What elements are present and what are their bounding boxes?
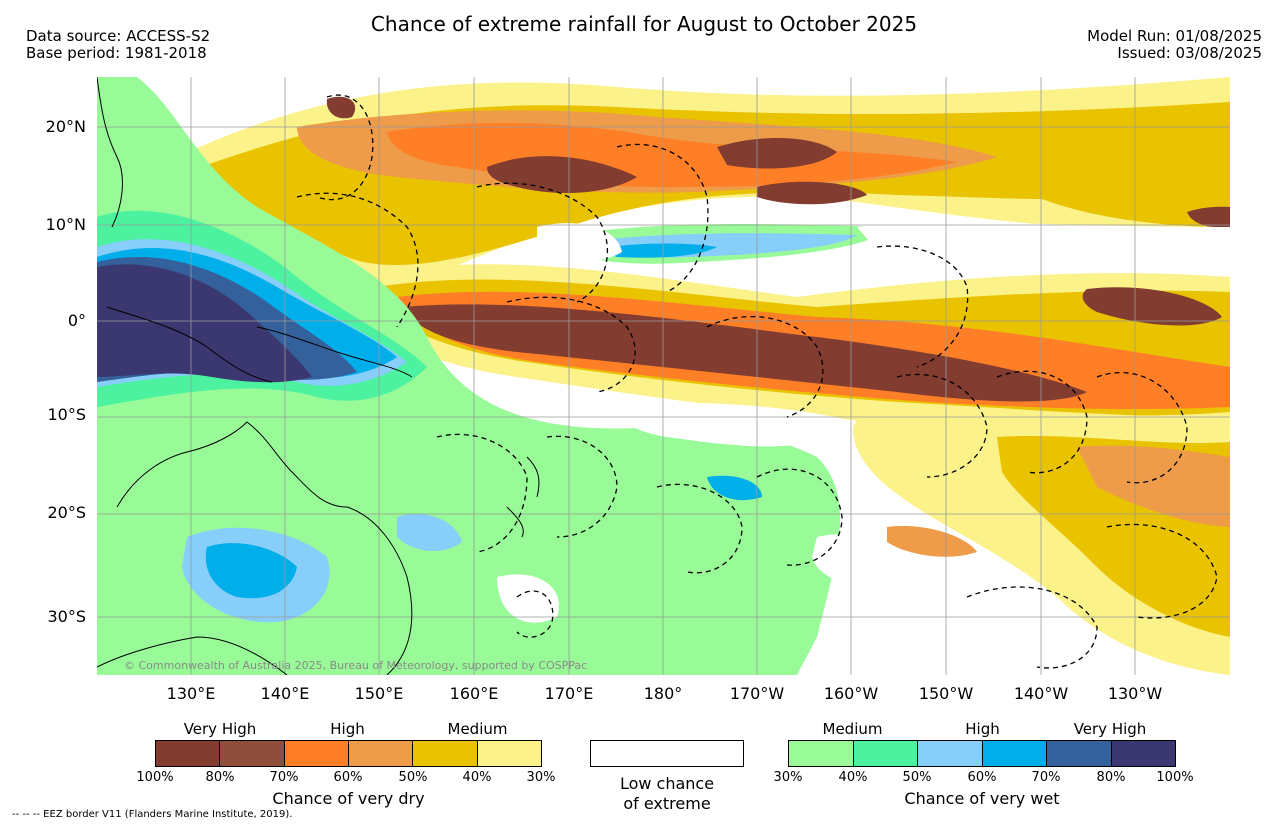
lon-label-140w: 140°W — [1013, 684, 1069, 703]
base-period: Base period: 1981-2018 — [26, 44, 207, 62]
lon-label-140e: 140°E — [260, 684, 310, 703]
lat-label-0: 0° — [67, 311, 86, 330]
wet-tick: 30% — [773, 770, 803, 785]
low-chance-patch-1 — [537, 223, 622, 262]
dry-tick: 30% — [526, 770, 556, 785]
wet-colorbar — [788, 740, 1176, 767]
eez-borders — [296, 94, 1218, 669]
dry-tick: 70% — [269, 770, 299, 785]
lon-label-170e: 170°E — [544, 684, 594, 703]
dry-category-medium: Medium — [447, 720, 508, 738]
map-canvas — [97, 77, 1230, 675]
dry-high-north-right — [996, 117, 1230, 227]
low-chance-patch-5 — [847, 615, 1017, 675]
low-chance-line2: of extreme — [623, 794, 711, 813]
low-chance-label: Low chance of extreme — [570, 774, 764, 814]
wet-50-coral-sea — [397, 513, 462, 552]
dry-swatch-5 — [413, 741, 478, 766]
wet-tick: 40% — [838, 770, 868, 785]
dry-very-high-north-3 — [757, 181, 867, 205]
low-chance-patch-6 — [497, 574, 559, 623]
dry-category-high: High — [330, 720, 365, 738]
wet-swatch-5 — [1047, 741, 1112, 766]
lon-label-170w: 170°W — [729, 684, 785, 703]
wet-tick: 100% — [1156, 770, 1194, 785]
low-chance-patch-3 — [857, 222, 1230, 272]
model-run: Model Run: 01/08/2025 — [1087, 27, 1262, 45]
lon-label-130e: 130°E — [166, 684, 216, 703]
low-chance-swatch — [590, 740, 744, 767]
low-chance-patch-2 — [617, 402, 857, 447]
wet-tick: 70% — [1031, 770, 1061, 785]
low-chance-line1: Low chance — [619, 774, 715, 793]
wet-category-medium: Medium — [822, 720, 883, 738]
dry-swatch-6 — [477, 741, 541, 766]
rainfall-map — [97, 77, 1230, 675]
lat-label-20s: 20°S — [47, 503, 86, 522]
graticule — [97, 77, 1230, 675]
issued-date: Issued: 03/08/2025 — [1117, 44, 1262, 62]
dry-very-high-north-4 — [326, 96, 356, 119]
lat-label-10s: 10°S — [47, 405, 86, 424]
lon-label-130w: 130°W — [1107, 684, 1163, 703]
wet-tick: 80% — [1096, 770, 1126, 785]
wet-category-very-high: Very High — [1073, 720, 1147, 738]
wet-legend-title: Chance of very wet — [904, 789, 1060, 808]
wet-60-equatorial-strip — [597, 243, 717, 258]
dry-category-very-high: Very High — [183, 720, 257, 738]
lon-label-150e: 150°E — [354, 684, 404, 703]
lon-label-150w: 150°W — [918, 684, 974, 703]
lat-label-20n: 20°N — [45, 117, 86, 136]
dry-swatch-3 — [284, 741, 349, 766]
wet-swatch-3 — [918, 741, 983, 766]
wet-swatch-4 — [982, 741, 1047, 766]
dry-tick: 80% — [205, 770, 235, 785]
wet-medium-west — [97, 77, 841, 675]
dry-high-south-east-2 — [887, 526, 977, 557]
wet-swatch-1 — [789, 741, 854, 766]
dry-very-high-east — [1082, 287, 1222, 326]
coastlines — [97, 77, 540, 675]
map-title: Chance of extreme rainfall for August to… — [370, 12, 918, 36]
lat-label-10n: 10°N — [45, 215, 86, 234]
wet-swatch-2 — [853, 741, 918, 766]
dry-tick: 50% — [398, 770, 428, 785]
dry-colorbar — [155, 740, 542, 767]
dry-legend-title: Chance of very dry — [272, 789, 425, 808]
dry-high-south-east — [1077, 445, 1230, 527]
dry-very-high-equatorial-band — [402, 304, 1087, 402]
wet-tick: 60% — [967, 770, 997, 785]
wet-tick: 50% — [902, 770, 932, 785]
wet-category-high: High — [965, 720, 1000, 738]
dry-high-east-spot — [1187, 206, 1230, 228]
wet-60-australia — [205, 543, 297, 599]
lat-label-30s: 30°S — [47, 607, 86, 626]
wet-very-high-west — [97, 264, 312, 383]
lon-label-160w: 160°W — [823, 684, 879, 703]
wet-60-central-spot — [707, 475, 762, 501]
dry-swatch-4 — [348, 741, 414, 766]
lon-label-180: 180° — [643, 684, 683, 703]
dry-swatch-2 — [220, 741, 285, 766]
dry-very-high-north-2 — [717, 137, 837, 169]
dry-tick: 60% — [333, 770, 363, 785]
map-credit: © Commonwealth of Australia 2025, Bureau… — [124, 659, 588, 672]
lon-label-160e: 160°E — [449, 684, 499, 703]
wet-swatch-6 — [1111, 741, 1175, 766]
dry-tick: 100% — [136, 770, 174, 785]
eez-footnote: -- -- -- EEZ border V11 (Flanders Marine… — [12, 809, 293, 820]
dry-swatch-1 — [156, 741, 221, 766]
data-source: Data source: ACCESS-S2 — [26, 27, 211, 45]
dry-tick: 40% — [462, 770, 492, 785]
